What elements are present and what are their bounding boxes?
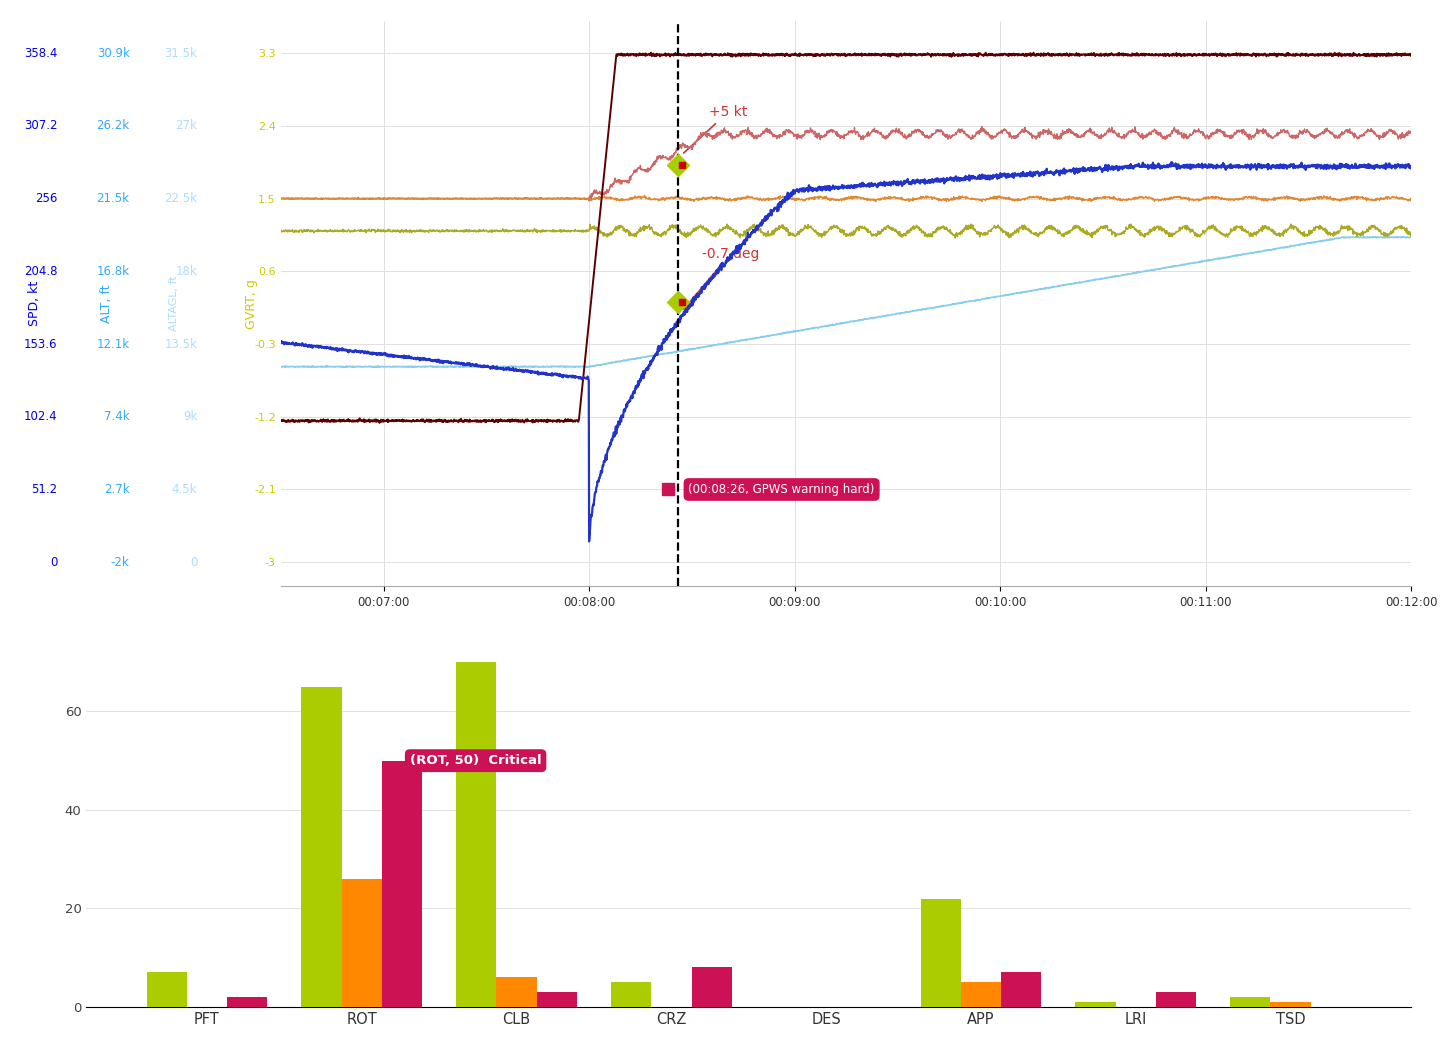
Bar xyxy=(147,973,187,1007)
Text: 204.8: 204.8 xyxy=(24,265,58,278)
Text: ALTAGL, ft: ALTAGL, ft xyxy=(170,276,179,331)
Bar xyxy=(1076,1002,1116,1007)
Text: 16.8k: 16.8k xyxy=(96,265,130,278)
Bar xyxy=(1230,998,1270,1007)
Bar xyxy=(1156,992,1197,1007)
Text: 256: 256 xyxy=(35,192,58,206)
Text: 307.2: 307.2 xyxy=(24,119,58,132)
Text: -2k: -2k xyxy=(111,555,130,569)
Text: 13.5k: 13.5k xyxy=(164,337,197,351)
Text: (ROT, 50)  Critical: (ROT, 50) Critical xyxy=(410,755,541,767)
Bar xyxy=(456,662,497,1007)
Bar xyxy=(537,992,577,1007)
Text: 7.4k: 7.4k xyxy=(104,410,130,424)
Bar xyxy=(382,761,422,1007)
Bar xyxy=(611,982,651,1007)
Text: 12.1k: 12.1k xyxy=(96,337,130,351)
Bar xyxy=(1001,973,1041,1007)
Text: 30.9k: 30.9k xyxy=(96,47,130,59)
Bar xyxy=(691,967,732,1007)
Bar xyxy=(228,998,268,1007)
Text: 0: 0 xyxy=(190,555,197,569)
Text: SPD, kt: SPD, kt xyxy=(27,281,42,326)
Text: 102.4: 102.4 xyxy=(24,410,58,424)
Text: 18k: 18k xyxy=(176,265,197,278)
Text: 358.4: 358.4 xyxy=(24,47,58,59)
Text: 2.7k: 2.7k xyxy=(104,483,130,496)
Text: (00:08:26, GPWS warning hard): (00:08:26, GPWS warning hard) xyxy=(688,483,876,496)
Text: 9k: 9k xyxy=(183,410,197,424)
Text: 153.6: 153.6 xyxy=(24,337,58,351)
Text: 27k: 27k xyxy=(176,119,197,132)
Text: ALT, ft: ALT, ft xyxy=(99,284,114,323)
Bar xyxy=(920,899,960,1007)
Bar xyxy=(301,687,341,1007)
Text: -0.7 deg: -0.7 deg xyxy=(684,247,759,309)
Text: 51.2: 51.2 xyxy=(32,483,58,496)
Bar xyxy=(341,879,382,1007)
Text: +5 kt: +5 kt xyxy=(684,105,747,153)
Bar xyxy=(497,978,537,1007)
Text: GVRT, g: GVRT, g xyxy=(245,278,259,329)
Text: 4.5k: 4.5k xyxy=(171,483,197,496)
Text: 21.5k: 21.5k xyxy=(96,192,130,206)
Text: 22.5k: 22.5k xyxy=(164,192,197,206)
Bar xyxy=(1270,1002,1310,1007)
Text: 0: 0 xyxy=(50,555,58,569)
Text: 26.2k: 26.2k xyxy=(96,119,130,132)
Bar xyxy=(960,982,1001,1007)
Text: 31.5k: 31.5k xyxy=(164,47,197,59)
